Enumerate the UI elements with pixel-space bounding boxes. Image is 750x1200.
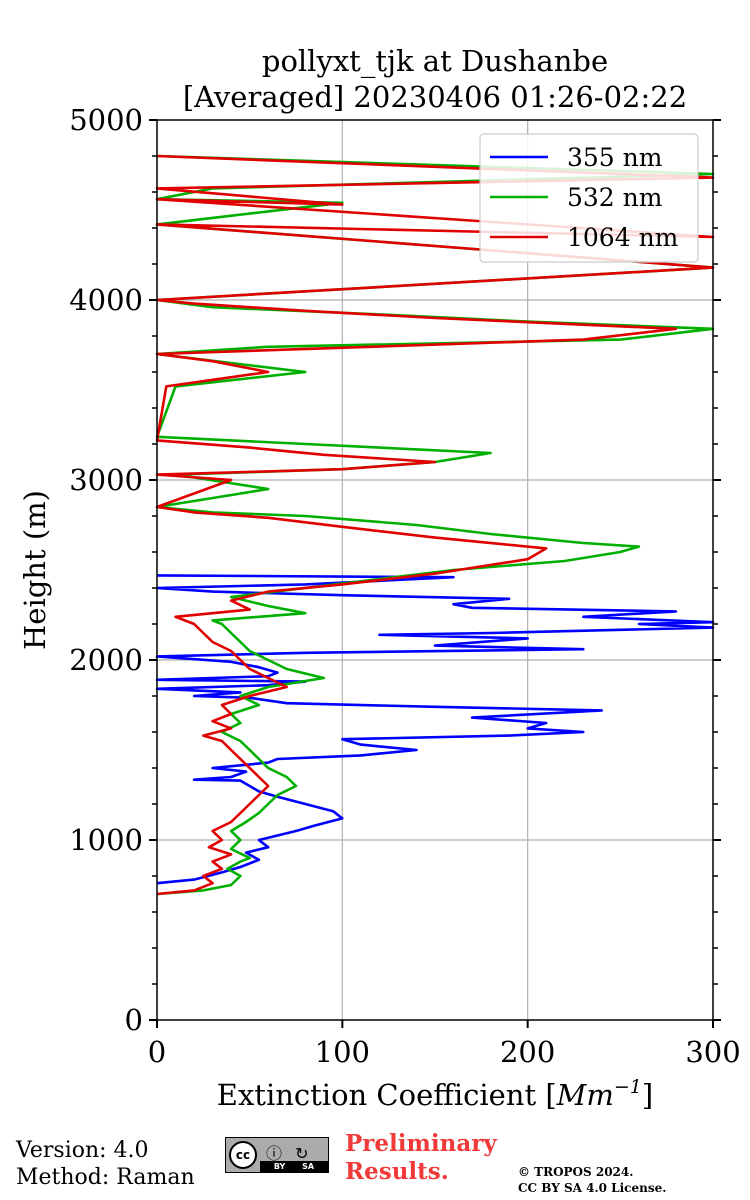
grid-lines [157, 120, 713, 1020]
legend-box [479, 133, 699, 263]
version-text: Version: 4.0 [16, 1138, 149, 1163]
plot-frame [156, 119, 714, 1021]
x-axis-label-unit: Mm [556, 1078, 614, 1112]
y-tick-label: 5000 [69, 103, 143, 137]
y-tick-label: 3000 [69, 463, 143, 497]
series-line-355-nm [155, 574, 715, 885]
preliminary-line-2: Results. [345, 1158, 449, 1185]
x-tick-label: 0 [148, 1035, 166, 1069]
series-lines [155, 154, 715, 896]
cc-license-badge: cc ⓘ ↻ BY SA [225, 1137, 329, 1173]
legend-label: 355 nm [567, 143, 663, 172]
x-axis-label-exponent: −1 [614, 1076, 642, 1098]
y-tick-label: 4000 [69, 283, 143, 317]
method-text: Method: Raman [16, 1165, 195, 1190]
x-tick-label: 200 [500, 1035, 555, 1069]
x-tick-label: 100 [315, 1035, 370, 1069]
copyright-line-1: © TROPOS 2024. [518, 1165, 634, 1179]
series-line-1064-nm [155, 154, 715, 896]
copyright-notice: © TROPOS 2024. CC BY SA 4.0 License. [518, 1164, 666, 1196]
cc-strip-label: BY SA [260, 1161, 328, 1172]
footer-info: Version: 4.0 Method: Raman [16, 1137, 195, 1191]
copyright-line-2: CC BY SA 4.0 License. [518, 1181, 667, 1195]
y-axis-label: Height (m) [18, 490, 52, 650]
x-axis-label-text: Extinction Coefficient [ [217, 1078, 557, 1112]
preliminary-results-note: Preliminary Results. [345, 1130, 497, 1186]
y-tick-label: 2000 [69, 643, 143, 677]
legend: 355 nm 532 nm 1064 nm [479, 133, 699, 263]
chart-title-line-2: [Averaged] 20230406 01:26-02:22 [183, 80, 687, 114]
y-tick-label: 1000 [69, 823, 143, 857]
series-line-532-nm [155, 154, 715, 896]
legend-label: 532 nm [567, 183, 663, 212]
x-axis-label: Extinction Coefficient [Mm−1] [217, 1076, 653, 1112]
y-tick-label: 0 [125, 1003, 143, 1037]
preliminary-line-1: Preliminary [345, 1130, 497, 1157]
x-tick-label: 300 [685, 1035, 740, 1069]
legend-label: 1064 nm [567, 223, 679, 252]
by-sa-icons: ⓘ ↻ [266, 1144, 313, 1163]
cc-icon: cc [229, 1141, 257, 1169]
chart-title-line-1: pollyxt_tjk at Dushanbe [262, 44, 608, 79]
x-axis-label-close: ] [642, 1078, 653, 1112]
